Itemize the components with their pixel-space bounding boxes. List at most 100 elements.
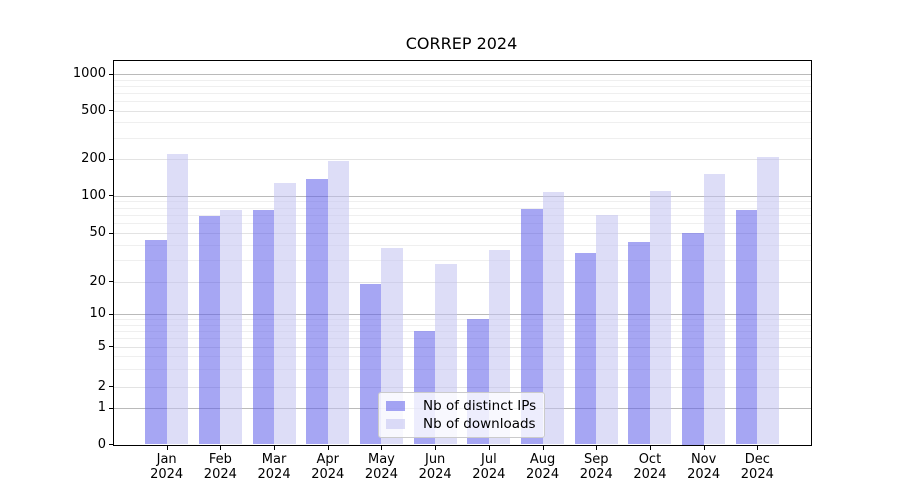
x-tickmark: [596, 445, 598, 450]
y-tick-label: 50: [89, 225, 106, 240]
bar-downloads-apr: [327, 161, 350, 445]
y-tick-label: 100: [81, 187, 106, 203]
y-tickmark: [109, 407, 114, 409]
x-tick-year: 2024: [364, 467, 398, 482]
y-tickmark: [109, 73, 114, 75]
y-tick-label: 0: [97, 436, 106, 452]
x-tickmark: [435, 445, 437, 450]
legend-swatch-distinct-ips: [386, 400, 405, 411]
bar-distinct-ips-nov: [682, 233, 704, 445]
y-tickmark: [109, 386, 114, 388]
bar-downloads-mar: [274, 182, 296, 445]
x-tick-year: 2024: [311, 467, 345, 482]
y-tick-label: 10: [89, 306, 106, 322]
bar-downloads-oct: [649, 190, 672, 445]
x-tickmark: [542, 445, 544, 450]
legend-swatch-downloads: [386, 418, 405, 429]
gridline-mid: [113, 281, 811, 283]
gridline-minor: [113, 85, 811, 87]
x-tick-label: Dec 2024: [721, 452, 793, 482]
x-tick-label: Jan 2024: [131, 452, 203, 482]
x-tick-year: 2024: [472, 467, 506, 482]
y-tick-label: 20: [89, 273, 106, 289]
gridline-minor: [113, 100, 811, 102]
bar-downloads-aug: [542, 192, 565, 445]
y-tick-label: 500: [81, 102, 106, 118]
gridline-minor: [113, 356, 811, 358]
x-tick-month: Mar: [261, 452, 287, 467]
x-tick-label: May 2024: [345, 452, 417, 482]
x-tick-year: 2024: [257, 467, 291, 482]
bar-distinct-ips-may: [359, 284, 382, 445]
bar-distinct-ips-dec: [735, 209, 758, 445]
legend-entry-distinct-ips: Nb of distinct IPs: [386, 397, 536, 415]
gridline-minor: [113, 330, 811, 332]
y-tick-label: 200: [81, 151, 106, 167]
y-tick-label: 1000: [72, 66, 106, 81]
x-tick-month: Dec: [744, 452, 770, 467]
x-tick-label: Feb 2024: [184, 452, 256, 482]
x-tick-month: Sep: [583, 452, 609, 467]
y-tickmark: [109, 158, 114, 160]
gridline-mid: [113, 110, 811, 112]
x-tickmark: [488, 445, 490, 450]
x-tick-year: 2024: [633, 467, 667, 482]
x-tickmark: [327, 445, 329, 450]
gridline-minor: [113, 122, 811, 124]
gridline-mid: [113, 386, 811, 388]
gridline-minor: [113, 207, 811, 209]
bar-distinct-ips-mar: [252, 210, 275, 445]
bar-distinct-ips-sep: [574, 253, 597, 445]
x-tick-month: Jul: [481, 452, 497, 467]
bar-downloads-nov: [703, 174, 726, 445]
x-tick-month: Apr: [316, 452, 340, 467]
plot-area: [113, 61, 811, 445]
y-tickmark: [109, 232, 114, 234]
bar-downloads-sep: [596, 214, 618, 445]
gridline-major: [113, 74, 811, 75]
bar-downloads-jan: [166, 154, 189, 445]
gridline-minor: [113, 214, 811, 216]
x-tickmark: [220, 445, 222, 450]
gridline-minor: [113, 368, 811, 370]
x-tickmark: [649, 445, 651, 450]
x-tick-month: Oct: [638, 452, 662, 467]
x-tick-month: Feb: [208, 452, 232, 467]
x-tick-year: 2024: [579, 467, 613, 482]
x-tick-label: Apr 2024: [292, 452, 364, 482]
x-tickmark: [703, 445, 705, 450]
bar-downloads-feb: [220, 210, 242, 445]
bar-distinct-ips-oct: [628, 242, 650, 445]
x-tick-label: Aug 2024: [507, 452, 579, 482]
x-tick-year: 2024: [203, 467, 237, 482]
legend-label-distinct-ips: Nb of distinct IPs: [423, 397, 537, 414]
bar-distinct-ips-apr: [306, 178, 328, 445]
y-tickmark: [109, 110, 114, 112]
x-tick-year: 2024: [687, 467, 721, 482]
x-tick-year: 2024: [418, 467, 452, 482]
y-tickmark: [109, 313, 114, 315]
gridline-major: [113, 195, 811, 197]
legend: Nb of distinct IPs Nb of downloads: [378, 391, 546, 438]
gridline-minor: [113, 324, 811, 326]
x-tick-year: 2024: [740, 467, 774, 482]
gridline-minor: [113, 137, 811, 139]
gridline-mid: [113, 159, 811, 161]
gridline-mid: [113, 233, 811, 234]
x-tick-label: Oct 2024: [614, 452, 686, 482]
y-tickmark: [109, 281, 114, 283]
x-tick-year: 2024: [150, 467, 184, 482]
x-tick-label: Mar 2024: [238, 452, 310, 482]
bar-distinct-ips-feb: [198, 216, 221, 445]
gridline-minor: [113, 223, 811, 225]
bar-distinct-ips-jan: [145, 239, 167, 445]
x-tick-month: May: [367, 452, 395, 467]
gridline-mid: [113, 346, 811, 348]
x-tick-label: Jul 2024: [453, 452, 525, 482]
y-tickmark: [109, 346, 114, 348]
gridline-minor: [113, 319, 811, 321]
chart-title: CORREP 2024: [405, 34, 518, 53]
gridline-minor: [113, 92, 811, 94]
x-tick-month: Jan: [156, 452, 177, 467]
